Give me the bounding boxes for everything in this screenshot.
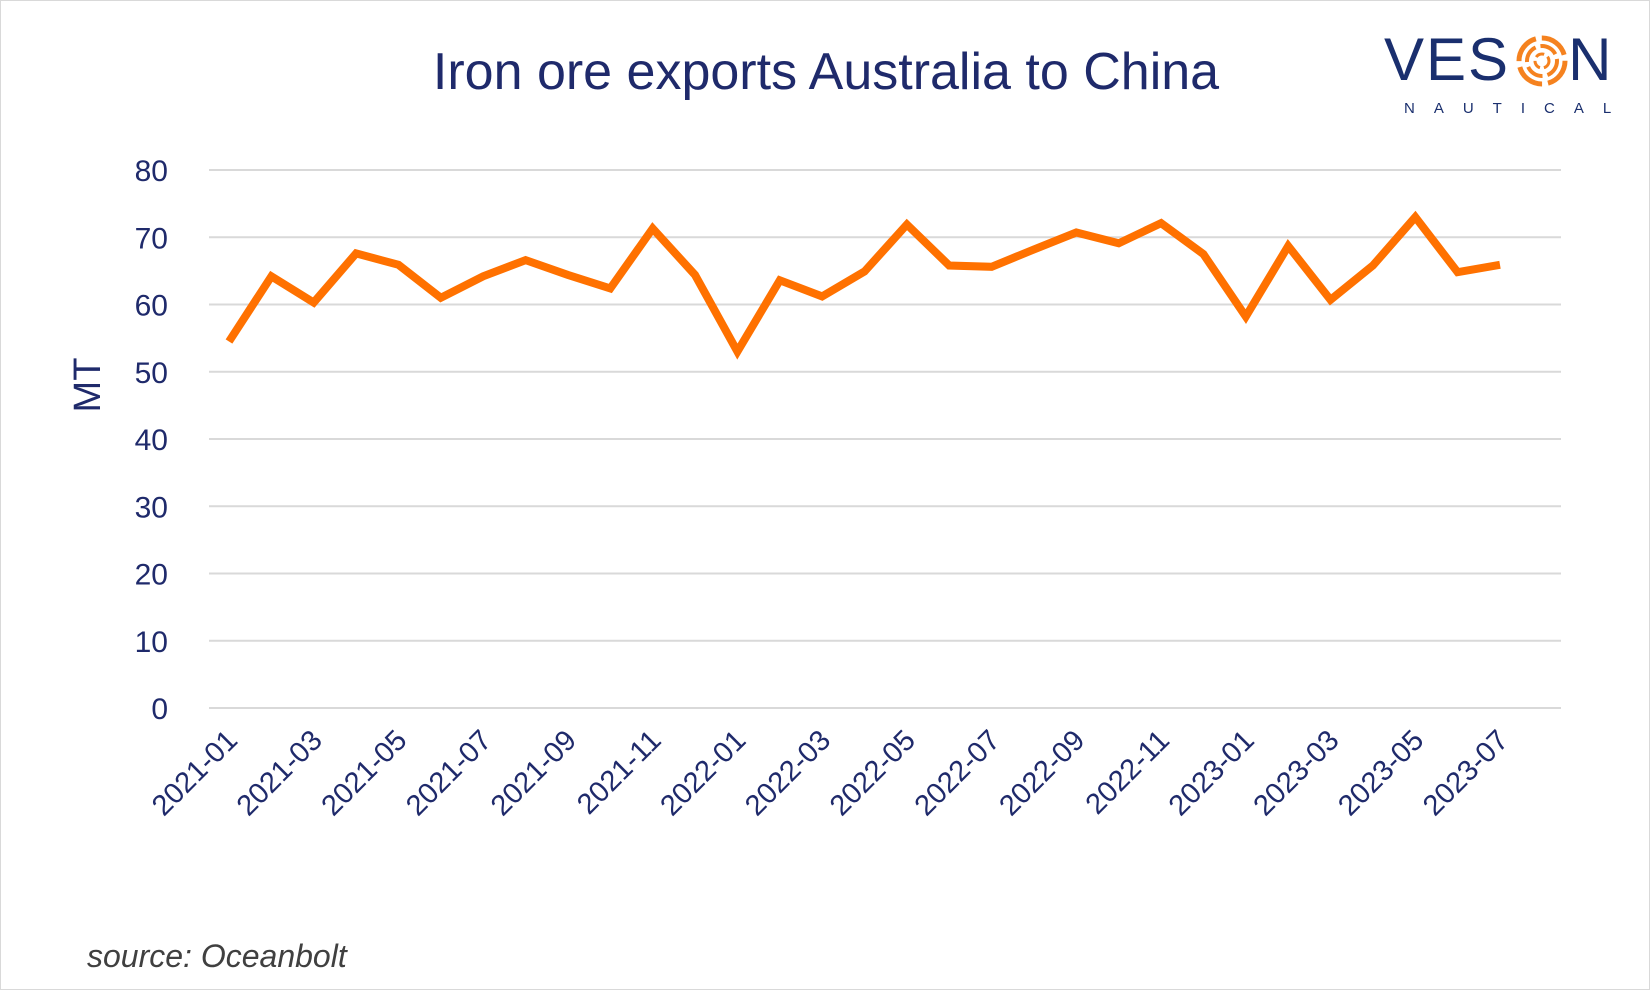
logo-text-n: N	[1568, 26, 1614, 93]
logo-wordmark: VES N	[1384, 30, 1613, 90]
x-tick-label: 2021-09	[485, 724, 583, 822]
gridlines	[209, 169, 1561, 709]
series-group	[225, 210, 1501, 360]
x-tick-label: 2021-01	[146, 724, 244, 822]
y-tick-label: 60	[135, 290, 168, 323]
logo-swirl-icon	[1516, 35, 1568, 87]
logo-text-ves: VES	[1384, 26, 1511, 93]
y-tick-label: 30	[135, 491, 168, 524]
y-tick-label: 80	[135, 155, 168, 188]
y-axis-ticks: 0 10 20 30 40 50 60 70 80	[135, 155, 168, 726]
source-note: source: Oceanbolt	[87, 938, 347, 974]
x-tick-label: 2022-11	[1080, 724, 1176, 820]
y-tick-label: 50	[135, 357, 168, 390]
logo-tagline: NAUTICAL	[1404, 100, 1631, 117]
y-tick-label: 20	[135, 559, 168, 592]
x-tick-label: 2022-01	[654, 724, 752, 822]
x-tick-label: 2021-07	[400, 724, 498, 822]
x-tick-label: 2023-05	[1332, 724, 1430, 822]
x-axis-ticks: 2021-012021-032021-052021-072021-092021-…	[146, 724, 1515, 822]
x-tick-label: 2022-09	[993, 724, 1091, 822]
x-tick-label: 2023-07	[1417, 724, 1515, 822]
x-tick-label: 2021-11	[571, 724, 667, 820]
y-tick-label: 10	[135, 626, 168, 659]
y-tick-label: 40	[135, 424, 168, 457]
x-tick-label: 2022-05	[824, 724, 922, 822]
y-tick-label: 0	[151, 693, 168, 726]
chart-title: Iron ore exports Australia to China	[432, 43, 1220, 101]
x-tick-label: 2023-03	[1248, 724, 1346, 822]
x-tick-label: 2021-05	[316, 724, 414, 822]
y-axis-label: MT	[67, 358, 109, 413]
x-tick-label: 2021-03	[231, 724, 329, 822]
x-tick-label: 2022-03	[739, 724, 837, 822]
x-tick-label: 2023-01	[1163, 724, 1261, 822]
y-tick-label: 70	[135, 222, 168, 255]
x-tick-label: 2022-07	[909, 724, 1007, 822]
veson-logo: VES N NAUTICAL	[1384, 30, 1624, 125]
